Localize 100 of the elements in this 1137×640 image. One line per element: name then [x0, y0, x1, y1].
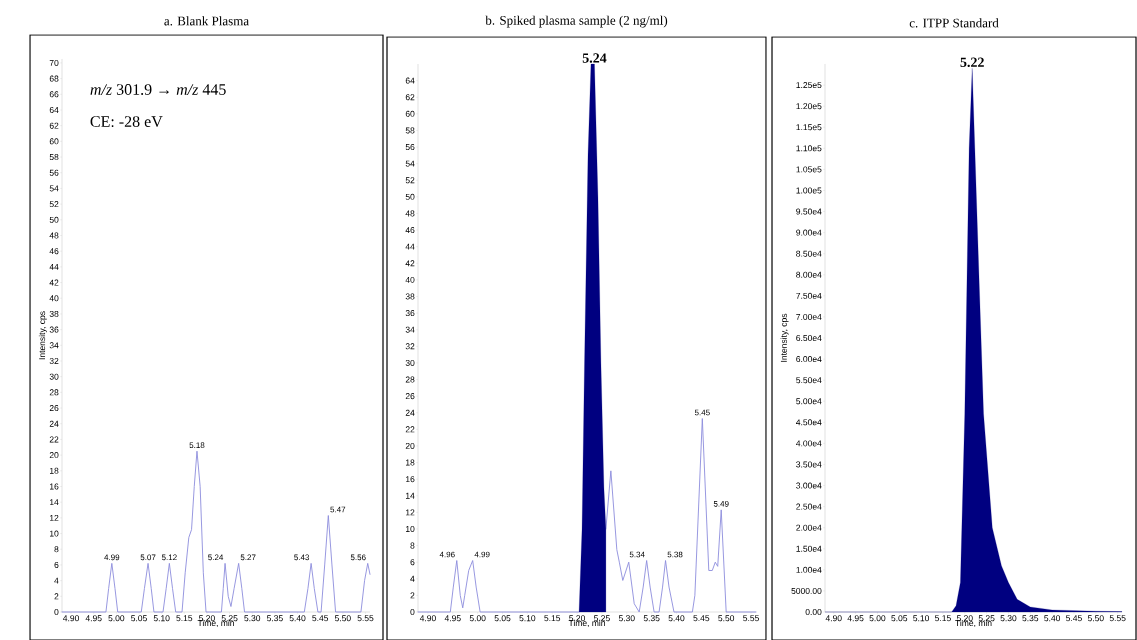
- y-tick-label: 24: [405, 409, 415, 416]
- y-tick-label: 8.50e4: [796, 250, 822, 257]
- x-tick-label: 5.25: [593, 615, 610, 622]
- annotation: 5.24: [582, 53, 607, 63]
- annotation: 5.27: [240, 554, 256, 561]
- y-axis-title: Intensity, cps: [780, 313, 789, 362]
- chart-title: a. Blank Plasma: [164, 16, 249, 26]
- y-tick-label: 14: [406, 492, 415, 499]
- y-tick-label: 32: [49, 357, 59, 364]
- annotation: 5.24: [208, 554, 224, 561]
- y-axis-title: Intensity, cps: [38, 311, 47, 360]
- chart-title: b. Spiked plasma sample (2 ng/ml): [485, 15, 668, 28]
- y-tick-label: 0.00: [805, 609, 822, 615]
- y-tick-label: 8: [410, 542, 415, 549]
- x-tick-label: 5.10: [519, 615, 536, 622]
- chart-title: c. ITPP Standard: [909, 18, 999, 28]
- x-tick-label: 5.55: [357, 615, 374, 622]
- y-tick-label: 9.50e4: [796, 208, 822, 215]
- y-tick-label: 42: [49, 279, 59, 286]
- y-tick-label: 6.50e4: [796, 335, 822, 341]
- x-tick-label: 4.90: [62, 615, 79, 622]
- y-tick-label: 54: [49, 185, 59, 192]
- y-tick-label: 66: [49, 91, 59, 98]
- x-tick-label: 5.25: [221, 615, 238, 622]
- y-tick-label: 38: [405, 293, 415, 300]
- y-tick-label: 6.00e4: [796, 356, 822, 363]
- y-tick-label: 12: [406, 509, 415, 516]
- y-tick-label: 5.00e4: [796, 398, 822, 405]
- annotation: 5.38: [667, 551, 683, 558]
- y-tick-label: 4: [54, 577, 59, 584]
- y-tick-label: 36: [405, 310, 415, 317]
- x-tick-label: 5.45: [693, 615, 710, 622]
- x-tick-label: 5.40: [289, 615, 306, 622]
- y-tick-label: 48: [405, 210, 415, 217]
- y-tick-label: 8: [54, 546, 59, 553]
- y-tick-label: 22: [405, 426, 415, 433]
- y-tick-label: 58: [405, 127, 415, 134]
- y-tick-label: 1.10e5: [796, 145, 822, 152]
- y-tick-label: 64: [405, 77, 415, 84]
- x-tick-label: 5.15: [544, 615, 561, 622]
- x-tick-label: 5.50: [334, 615, 351, 622]
- y-tick-label: 10: [49, 530, 59, 537]
- y-tick-label: 48: [49, 232, 59, 239]
- y-tick-label: 52: [405, 177, 415, 184]
- y-tick-label: 2.50e4: [796, 503, 822, 510]
- y-tick-label: 40: [405, 276, 415, 283]
- annotation: 4.96: [439, 551, 455, 558]
- y-tick-label: 44: [49, 263, 59, 270]
- x-tick-label: 4.95: [847, 615, 864, 622]
- y-tick-label: 28: [405, 376, 415, 383]
- x-tick-label: 5.40: [1044, 615, 1061, 622]
- y-tick-label: 36: [49, 326, 59, 333]
- y-tick-label: 5.50e4: [796, 377, 822, 384]
- y-tick-label: 20: [49, 452, 59, 459]
- annotation: 4.99: [104, 554, 120, 561]
- y-tick-label: 46: [405, 227, 415, 234]
- y-tick-label: 28: [49, 389, 59, 396]
- y-tick-label: 6: [54, 561, 59, 568]
- y-tick-label: 26: [49, 405, 59, 412]
- annotation: 5.12: [161, 554, 177, 561]
- y-tick-label: 6: [410, 559, 415, 566]
- x-tick-label: 5.15: [176, 615, 193, 622]
- y-tick-label: 7.00e4: [796, 313, 822, 320]
- y-tick-label: 30: [405, 359, 415, 366]
- y-tick-label: 38: [49, 310, 59, 317]
- x-tick-label: 5.55: [1109, 615, 1126, 622]
- y-tick-label: 1.50e4: [796, 545, 822, 552]
- y-tick-label: 14: [49, 499, 59, 506]
- y-tick-label: 1.00e5: [796, 187, 822, 194]
- y-tick-label: 42: [405, 260, 415, 267]
- x-tick-label: 5.30: [244, 615, 261, 622]
- y-tick-label: 8.00e4: [796, 271, 822, 278]
- y-tick-label: 16: [49, 483, 59, 490]
- y-tick-label: 2: [410, 592, 415, 599]
- y-tick-label: 62: [49, 122, 59, 129]
- y-tick-label: 0: [54, 609, 59, 615]
- y-tick-label: 10: [406, 525, 415, 532]
- y-tick-label: 3.00e4: [796, 482, 822, 489]
- y-tick-label: 16: [406, 476, 415, 483]
- x-tick-label: 5.20: [956, 615, 973, 622]
- x-tick-label: 5.05: [494, 615, 511, 622]
- y-tick-label: 2.00e4: [796, 524, 822, 531]
- x-tick-label: 4.95: [444, 615, 461, 622]
- annotation: 5.56: [350, 554, 366, 561]
- y-tick-label: 40: [49, 295, 59, 302]
- annotation: 5.49: [713, 501, 729, 507]
- x-tick-label: 5.35: [643, 615, 660, 622]
- annotation: 5.45: [694, 409, 710, 416]
- y-tick-label: 46: [49, 248, 59, 255]
- x-tick-label: 5.30: [1000, 615, 1017, 622]
- y-tick-label: 56: [405, 144, 415, 151]
- y-tick-label: 20: [405, 442, 415, 449]
- y-tick-label: 70: [49, 59, 59, 66]
- y-tick-label: 1.20e5: [796, 103, 822, 110]
- y-tick-label: 58: [49, 154, 59, 161]
- x-tick-label: 5.05: [131, 615, 147, 622]
- y-tick-label: 50: [49, 216, 59, 223]
- x-tick-label: 5.35: [266, 615, 283, 622]
- annotation: 5.18: [189, 442, 205, 448]
- y-tick-label: 5000.00: [791, 587, 822, 594]
